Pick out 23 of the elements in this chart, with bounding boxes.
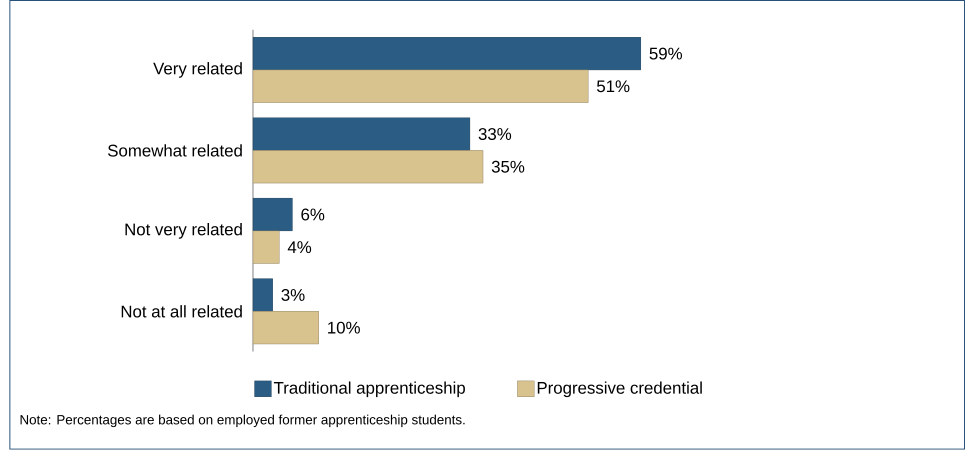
y-tick-label: Somewhat related <box>108 144 242 157</box>
y-tick-label: Not very related <box>125 223 242 239</box>
data-label: 3% <box>281 289 305 302</box>
data-label: 33% <box>478 128 512 140</box>
bar <box>252 37 641 70</box>
text: Note: Percentages are based on employed former apprenticeship students. <box>20 414 465 428</box>
bar <box>252 70 588 104</box>
data-label: 51% <box>596 80 630 92</box>
bar <box>252 311 319 344</box>
bar <box>252 278 273 312</box>
bar <box>252 150 484 184</box>
bar <box>252 118 470 151</box>
data-label: 4% <box>288 242 312 254</box>
legend-label: Traditional apprenticeship <box>274 382 465 398</box>
legend-label: Progressive credential <box>538 382 702 398</box>
data-label: 59% <box>650 48 682 60</box>
data-label: 6% <box>301 208 324 221</box>
y-tick-label: Not at all related <box>122 305 242 318</box>
bar <box>252 198 293 232</box>
bar <box>252 230 280 264</box>
data-label: 10% <box>328 322 360 334</box>
data-label: 35% <box>492 160 524 173</box>
y-tick-label: Very related <box>153 62 242 78</box>
